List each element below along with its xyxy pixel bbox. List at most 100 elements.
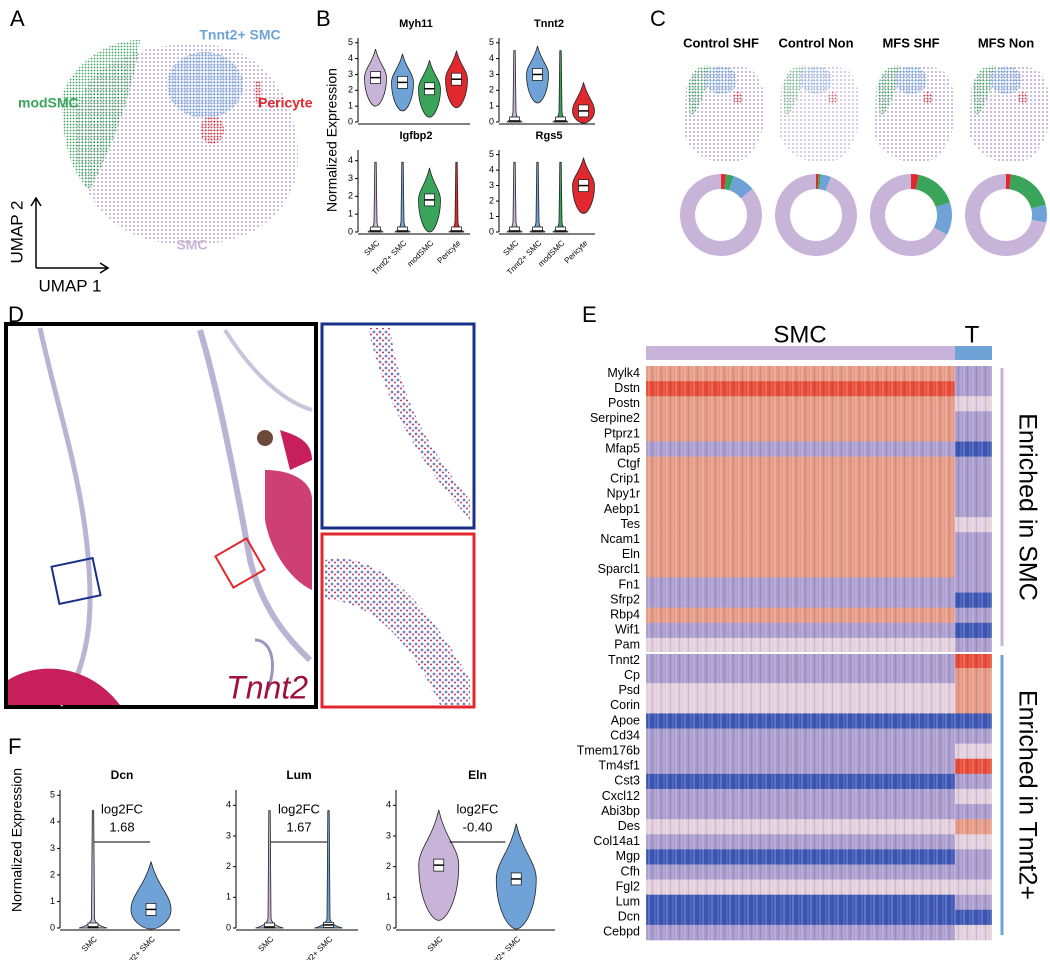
- violin: [394, 161, 411, 233]
- gene-label: Ncam1: [600, 532, 640, 546]
- y-tick-label: 2: [50, 869, 55, 879]
- gene-label: Abi3bp: [601, 804, 640, 818]
- gene-label: Cst3: [614, 774, 640, 788]
- gene-label: Sfrp2: [610, 592, 640, 606]
- violin: [529, 161, 546, 233]
- y-tick-label: 5: [489, 149, 494, 159]
- box: [555, 226, 566, 233]
- y-tick-label: 3: [489, 180, 494, 190]
- gene-label: Col14a1: [593, 834, 640, 848]
- gene-label: Cxcl12: [602, 789, 640, 803]
- category-label: SMC: [256, 934, 275, 953]
- gene-label: Dstn: [614, 381, 640, 395]
- donut-slice: [680, 173, 762, 256]
- vessel-wall: [223, 328, 313, 412]
- y-tick-label: 0: [489, 116, 494, 126]
- donut-slice: [915, 174, 950, 207]
- donut-slice: [724, 174, 734, 191]
- violin: [506, 50, 523, 123]
- inset-tissue: [325, 558, 470, 705]
- violin: [314, 810, 343, 929]
- box: [397, 226, 408, 233]
- donut-slice: [819, 174, 832, 191]
- mini-umap: [969, 64, 1050, 163]
- gene-label: Pam: [614, 638, 640, 652]
- violin: [255, 810, 284, 929]
- pigment: [257, 430, 273, 446]
- mini-umap: [874, 64, 956, 163]
- mini-umap: [779, 64, 861, 163]
- group-bar: [955, 346, 992, 360]
- vessel-wall: [254, 638, 274, 691]
- gene-title: Tnnt2: [534, 18, 564, 30]
- gene-label: Fn1: [618, 577, 640, 591]
- y-tick-label: 1: [348, 209, 353, 219]
- violin: [130, 861, 172, 930]
- y-tick-label: 0: [50, 922, 55, 932]
- y-tick-label: 3: [489, 69, 494, 79]
- y-tick-label: 3: [386, 830, 391, 840]
- category-label: SMC: [362, 238, 381, 257]
- stain-label: Tnnt2: [226, 669, 308, 705]
- umap: [61, 40, 299, 245]
- gene-label: Ctgf: [617, 456, 640, 470]
- group-label: T: [965, 321, 980, 348]
- fc-title: log2FC: [278, 801, 320, 816]
- y-tick-label: 1: [386, 892, 391, 902]
- y-tick-label: 3: [50, 843, 55, 853]
- box: [555, 116, 566, 123]
- smc-cloud: [74, 44, 299, 245]
- category-label: modSMC: [405, 238, 435, 268]
- gene-label: Wif1: [615, 623, 640, 637]
- y-tick-label: 4: [489, 164, 494, 174]
- y-tick-label: 4: [226, 800, 231, 810]
- zoom-box: [50, 556, 102, 606]
- y-tick-label: 2: [226, 861, 231, 871]
- gene-title: Lum: [286, 768, 311, 782]
- y-tick-label: 5: [50, 790, 55, 800]
- y-tick-label: 1: [348, 101, 353, 111]
- gene-label: Npy1r: [607, 487, 640, 501]
- y-tick-label: 0: [386, 922, 391, 932]
- gene-title: Igfbp2: [400, 130, 433, 142]
- y-tick-label: 0: [489, 226, 494, 236]
- gene-label: Cp: [624, 668, 640, 682]
- axis-arrow: [36, 262, 110, 274]
- gene-label: Cd34: [610, 728, 640, 742]
- y-tick-label: 2: [348, 191, 353, 201]
- gene-label: Apoe: [611, 713, 640, 727]
- box: [370, 226, 381, 233]
- y-tick-label: 3: [348, 69, 353, 79]
- y-tick-label: 5: [348, 37, 353, 47]
- cluster-label: SMC: [176, 237, 207, 253]
- violin: [78, 810, 108, 929]
- fc-value: 1.68: [109, 819, 134, 834]
- axis-arrow: [30, 196, 42, 268]
- cluster-label: modSMC: [18, 95, 79, 111]
- gene-title: Eln: [468, 768, 487, 782]
- axis-title: Normalized Expression: [324, 68, 340, 212]
- y-tick-label: 2: [386, 861, 391, 871]
- gene-label: Tes: [621, 517, 640, 531]
- donut-slice: [774, 173, 857, 256]
- y-tick-label: 4: [50, 816, 55, 826]
- box: [532, 226, 543, 233]
- gene-label: Fgl2: [616, 879, 640, 893]
- y-tick-label: 3: [226, 830, 231, 840]
- donut-slice: [911, 174, 919, 190]
- gene-label: Crip1: [610, 472, 640, 486]
- y-tick-label: 0: [226, 922, 231, 932]
- y-tick-label: 2: [489, 85, 494, 95]
- donut-slice: [1006, 174, 1012, 190]
- y-tick-label: 0: [348, 226, 353, 236]
- gene-label: Eln: [622, 547, 640, 561]
- box: [87, 922, 99, 929]
- donut-slice: [816, 174, 819, 190]
- gene-label: Sparcl1: [598, 562, 640, 576]
- y-tick-label: 1: [489, 211, 494, 221]
- gene-label: Mfap5: [605, 441, 640, 455]
- gene-label: Dcn: [618, 910, 640, 924]
- violin: [448, 161, 465, 233]
